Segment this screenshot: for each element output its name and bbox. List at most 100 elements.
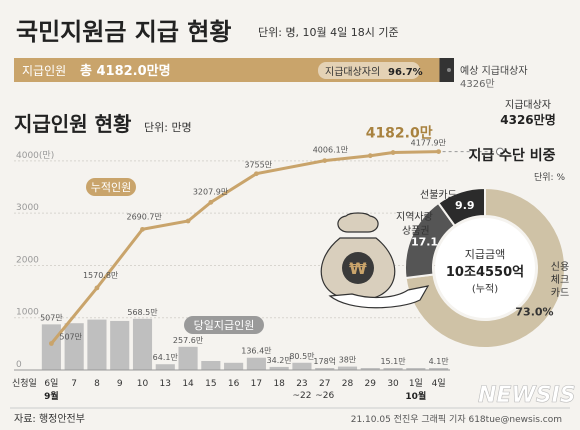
- daily-bar-label: 257.6만: [173, 336, 204, 345]
- daily-bar-label: 15.1만: [380, 357, 406, 366]
- x-tick-label: 8: [94, 379, 100, 389]
- pie-slice-label: 17.1: [411, 236, 438, 249]
- daily-bar: [383, 368, 403, 370]
- month-label: 10월: [405, 390, 426, 402]
- daily-bar: [269, 366, 289, 370]
- x-tick-label: 13: [160, 379, 171, 389]
- x-prefix: 신청일: [12, 378, 37, 389]
- cumulative-point: [48, 341, 54, 346]
- daily-bar-label: 38만: [339, 356, 357, 365]
- money-bag-top: [337, 212, 379, 233]
- daily-bar-label: 568.5만: [127, 308, 158, 317]
- range-label: ~26: [315, 391, 334, 401]
- pie-slice-label: 73.0%: [515, 306, 553, 319]
- ratio-prefix: 지급대상자의: [325, 66, 380, 78]
- daily-bar-label: 64.1만: [153, 353, 179, 362]
- x-tick-label: 9: [117, 379, 123, 389]
- cumulative-line: 507만 1570.8만 2690.7만 3207.9만 3755만 4006.1만 417…: [48, 99, 556, 346]
- header-meta: 단위: 명, 10월 4일 18시 기준: [258, 25, 399, 39]
- daily-bar: [406, 368, 426, 370]
- daily-bar-label: 34.2만: [267, 356, 293, 365]
- x-tick-label: 29: [365, 379, 377, 389]
- hand-icon: [328, 285, 430, 309]
- cumulative-value-label: 3207.9만: [193, 187, 229, 196]
- pie-slice-name: 상품권: [402, 225, 430, 237]
- daily-bar: [132, 318, 153, 370]
- x-tick-label: 15: [205, 379, 216, 389]
- x-tick-label: 4일: [432, 378, 446, 389]
- cumulative-point: [390, 150, 396, 155]
- daily-bar-label: 507만: [40, 313, 63, 322]
- page-title: 국민지원금 지급 현황: [16, 18, 231, 46]
- daily-bar-label: 136.4만: [241, 347, 272, 356]
- cumulative-point: [185, 218, 191, 224]
- section-title: 지급인원 현황: [14, 112, 132, 136]
- daily-bar: [178, 346, 198, 370]
- daily-bar-label: 4.1만: [429, 357, 450, 366]
- bar-series-pill: [184, 316, 264, 334]
- cumulative-series-line: [50, 150, 439, 345]
- summary-total: 총 4182.0만명: [80, 63, 171, 79]
- cumulative-value-label: 4177.9만: [411, 139, 447, 148]
- pie-center: [435, 218, 535, 318]
- won-sign-icon: ₩: [349, 259, 367, 278]
- pie-slice-name: 신용: [551, 261, 569, 273]
- summary-label: 지급인원: [22, 64, 66, 78]
- cumulative-value-label: 507만: [59, 332, 82, 341]
- x-axis: 신청일 6일 7 8 9 10 13 14 15 16 17 18 23 27 28 29 30 1일 4일 9월 10…: [12, 369, 450, 402]
- cumulative-point: [140, 226, 145, 232]
- line-series-name: 누적인원: [91, 181, 131, 194]
- daily-bar: [201, 361, 221, 370]
- pie-slice-name: 체크: [551, 274, 569, 286]
- pie-center-note: (누적): [472, 283, 498, 295]
- pie-slice-name: 선불카드: [420, 189, 457, 201]
- x-tick-label: 28: [342, 379, 354, 389]
- x-tick-label: 27: [319, 379, 330, 389]
- expected-marker: [447, 68, 451, 72]
- daily-bar: [41, 324, 61, 370]
- daily-bars: 507만 568.5만 64.1만 257.6만 136.4만34.2만80.5만178…: [40, 308, 449, 370]
- cumulative-value-label: 1570.8만: [83, 271, 119, 280]
- x-tick-label: 23: [296, 379, 307, 389]
- target-label: 지급대상자: [505, 99, 551, 111]
- summary-bar-remainder: [439, 58, 454, 82]
- x-tick-label: 17: [251, 379, 262, 389]
- pie-slice: [436, 186, 486, 228]
- daily-bar: [292, 362, 312, 370]
- won-coin-icon: [342, 252, 374, 284]
- daily-bar: [64, 323, 84, 370]
- pie-center-value: 10조4550억: [446, 265, 524, 280]
- bar-series-name: 당일지급인원: [194, 318, 255, 332]
- daily-bar: [337, 366, 358, 370]
- cumulative-value-label: 4006.1만: [313, 146, 349, 155]
- source-text: 자료: 행정안전부: [14, 413, 85, 425]
- pie-unit: 단위: %: [534, 172, 565, 183]
- x-tick-label: 10: [137, 379, 149, 389]
- x-tick-label: 30: [387, 379, 399, 389]
- daily-bar-label: 178억: [313, 356, 336, 366]
- daily-bar: [360, 368, 380, 370]
- daily-bar: [224, 362, 244, 370]
- target-value: 4326만명: [500, 112, 555, 127]
- cumulative-point: [94, 285, 100, 291]
- month-label: 9월: [44, 390, 59, 402]
- daily-bar: [110, 320, 130, 370]
- y-tick-label: 2000: [16, 255, 39, 265]
- y-tick-label: 4000(만): [16, 150, 54, 161]
- x-tick-label: 18: [273, 379, 285, 389]
- x-tick-label: 6일: [44, 378, 58, 389]
- x-tick-label: 14: [182, 379, 194, 389]
- watermark: NEWSIS: [478, 383, 576, 408]
- y-tick-label: 3000: [16, 203, 39, 213]
- cumulative-point: [367, 153, 373, 159]
- cumulative-end-label: 4182.0만: [366, 126, 433, 142]
- credit-text: 21.10.05 전진우 그래픽 기자 618tue@newsis.com: [351, 414, 562, 425]
- daily-bar: [429, 368, 449, 370]
- expected-value: 4326만: [460, 78, 495, 90]
- daily-bar-label: 80.5만: [289, 352, 315, 361]
- daily-bar: [87, 319, 107, 370]
- daily-bar: [315, 368, 335, 370]
